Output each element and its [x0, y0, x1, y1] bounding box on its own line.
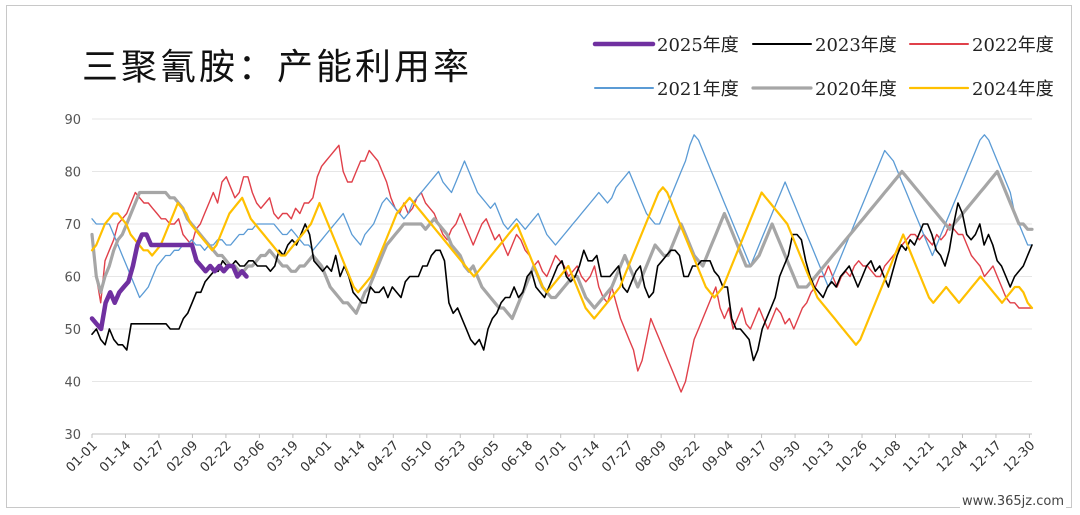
x-tick-label: 11-08 — [867, 438, 904, 475]
x-tick-label: 04-01 — [298, 438, 335, 475]
y-tick-label: 70 — [64, 218, 81, 233]
x-tick-label: 10-26 — [834, 438, 871, 475]
series-line-2021年度 — [91, 134, 1033, 299]
legend-label: 2023年度 — [815, 35, 897, 56]
x-tick-label: 09-04 — [700, 438, 737, 475]
y-tick-label: 30 — [64, 428, 81, 443]
x-axis: 01-0101-1401-2702-0902-2203-0603-1904-01… — [64, 434, 1038, 476]
x-tick-label: 11-21 — [900, 438, 937, 475]
plot-area — [89, 134, 1034, 393]
y-tick-label: 40 — [64, 376, 81, 391]
y-tick-label: 80 — [64, 166, 81, 181]
x-tick-label: 04-27 — [365, 438, 402, 475]
x-tick-label: 08-09 — [633, 438, 670, 475]
legend-label: 2025年度 — [657, 35, 739, 56]
legend-item: 2024年度 — [908, 79, 1054, 100]
legend: 2025年度 2023年度 2022年度 2021年度 2020年度 2024年度 — [592, 35, 1054, 100]
series-line-2024年度 — [90, 186, 1034, 346]
x-tick-label: 07-01 — [532, 438, 569, 475]
x-tick-label: 12-17 — [967, 438, 1004, 475]
legend-item: 2020年度 — [751, 79, 897, 100]
legend-label: 2021年度 — [657, 79, 739, 100]
watermark: www.365jz.com — [960, 494, 1066, 509]
x-tick-label: 09-30 — [767, 438, 804, 475]
x-tick-label: 06-18 — [499, 438, 536, 475]
legend-item: 2023年度 — [752, 35, 897, 56]
chart-title: 三聚氰胺：产能利用率 — [82, 47, 473, 88]
legend-label: 2022年度 — [972, 35, 1054, 56]
x-tick-label: 05-10 — [398, 438, 435, 475]
legend-item: 2021年度 — [594, 79, 739, 100]
series-line-2020年度 — [90, 169, 1034, 321]
series-line-2025年度 — [89, 232, 249, 332]
x-tick-label: 03-06 — [231, 438, 268, 475]
x-tick-label: 05-23 — [432, 438, 469, 475]
x-tick-label: 01-14 — [97, 438, 134, 475]
y-tick-label: 50 — [64, 323, 81, 338]
y-axis: 30 40 50 60 70 80 90 — [64, 113, 81, 443]
x-tick-label: 01-01 — [64, 438, 101, 475]
legend-label: 2024年度 — [972, 79, 1054, 100]
x-tick-label: 08-22 — [666, 438, 703, 475]
x-tick-label: 10-13 — [800, 438, 837, 475]
y-tick-label: 60 — [64, 271, 81, 286]
x-tick-label: 07-27 — [599, 438, 636, 475]
x-tick-label: 04-14 — [331, 438, 368, 475]
x-tick-label: 01-27 — [130, 438, 167, 475]
x-tick-label: 02-09 — [164, 438, 201, 475]
legend-label: 2020年度 — [815, 79, 897, 100]
x-tick-label: 06-05 — [465, 438, 502, 475]
x-tick-label: 03-19 — [264, 438, 301, 475]
x-tick-label: 07-14 — [566, 438, 603, 475]
legend-item: 2025年度 — [592, 35, 739, 56]
x-tick-label: 02-22 — [197, 438, 234, 475]
legend-item: 2022年度 — [909, 35, 1054, 56]
x-tick-label: 12-04 — [934, 438, 971, 475]
x-tick-label: 12-30 — [1001, 438, 1038, 475]
x-tick-label: 09-17 — [733, 438, 770, 475]
y-tick-label: 90 — [64, 113, 81, 128]
series-line-2023年度 — [91, 202, 1033, 362]
